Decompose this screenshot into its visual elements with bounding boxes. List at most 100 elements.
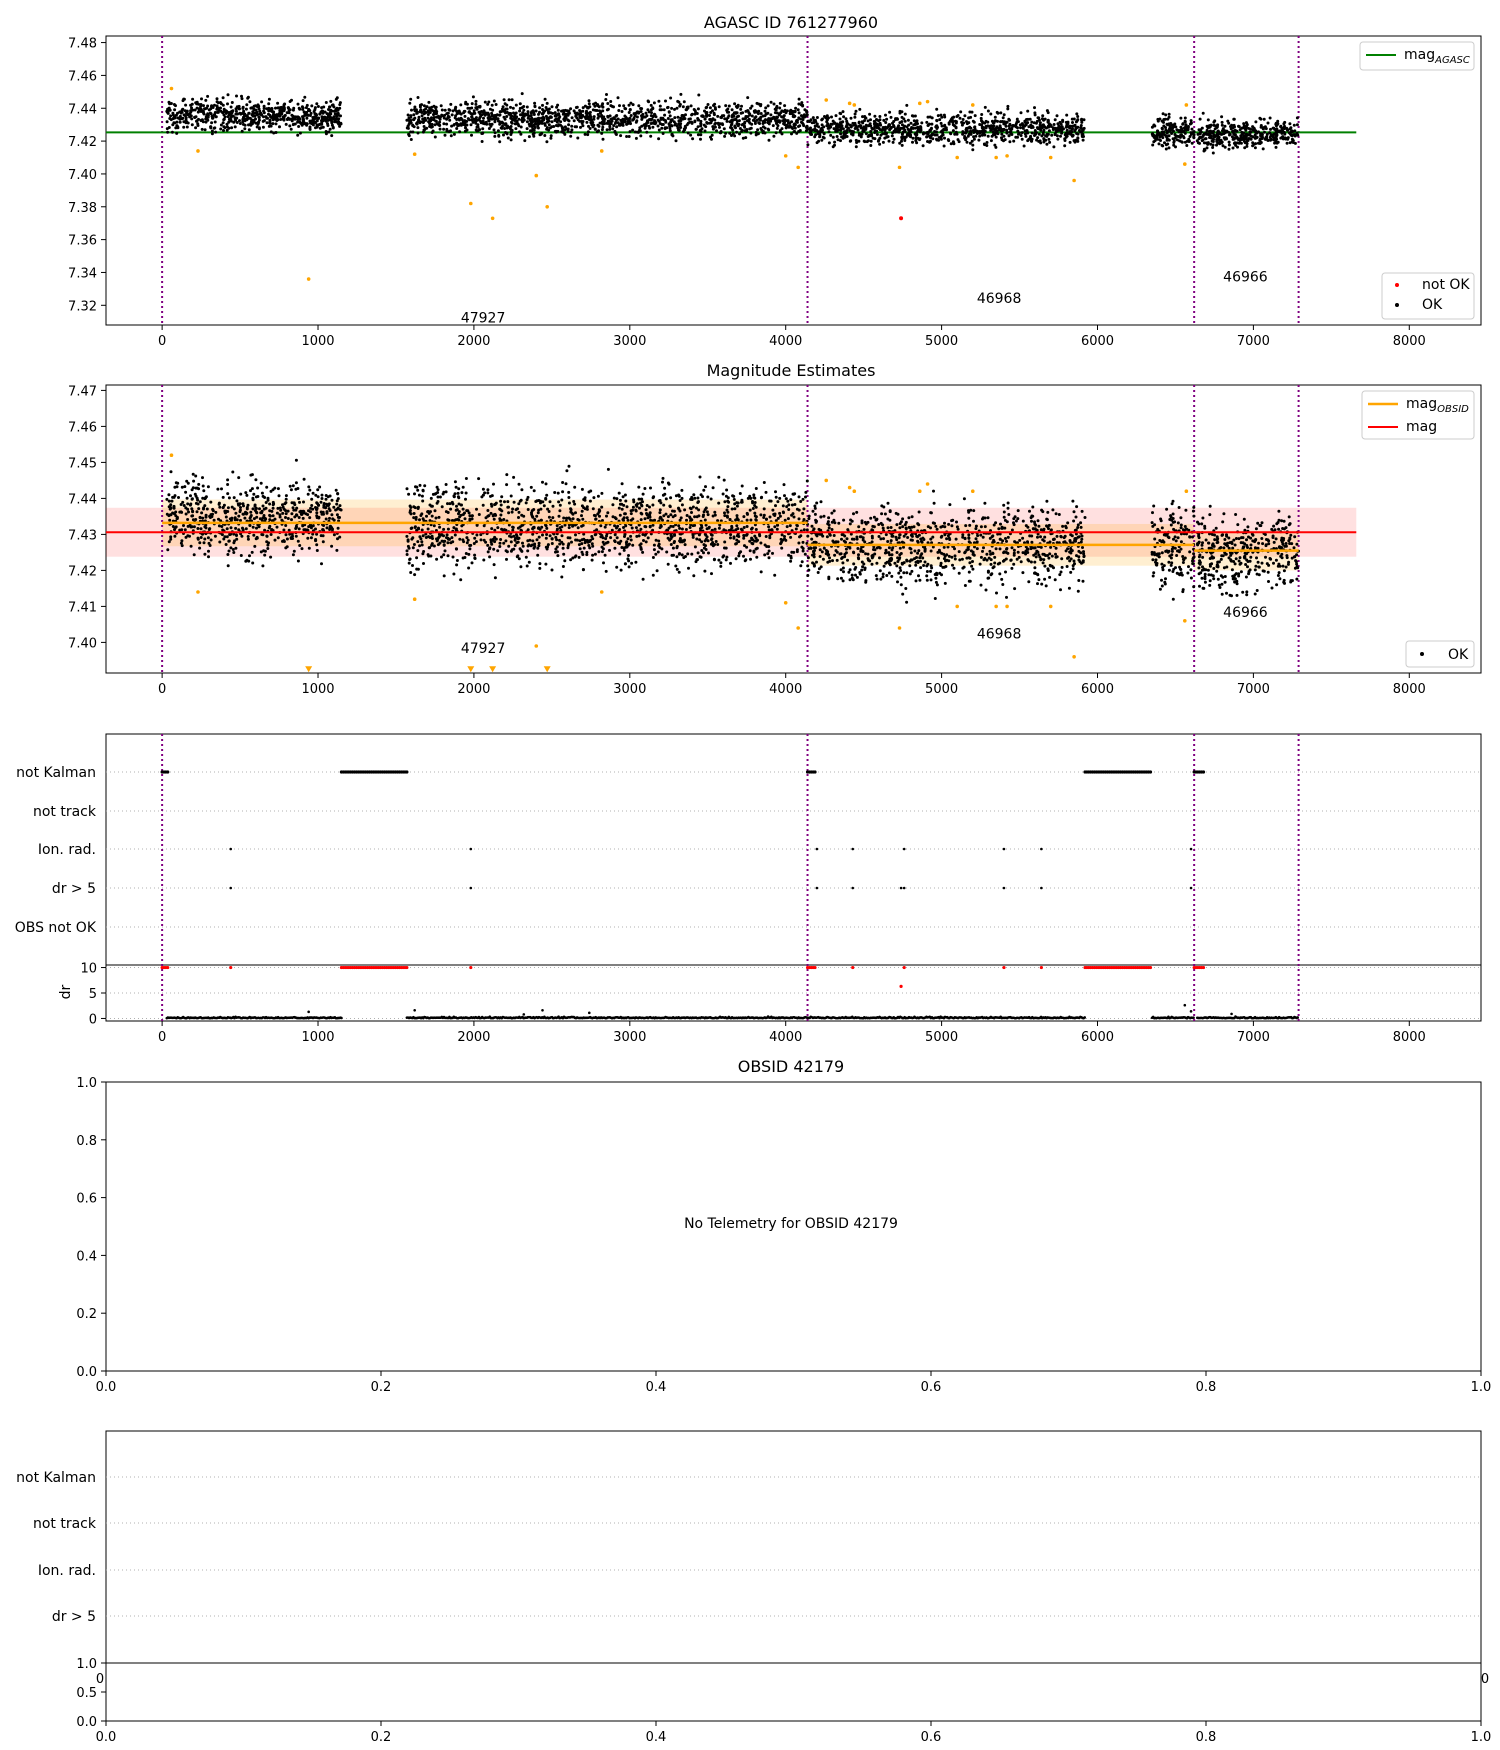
data-point	[585, 120, 589, 124]
data-point	[774, 490, 777, 494]
data-point	[769, 113, 773, 117]
data-point	[206, 485, 210, 489]
data-point	[742, 536, 746, 540]
data-point	[447, 130, 451, 134]
data-point	[747, 117, 751, 121]
data-point	[412, 543, 416, 546]
data-point	[319, 534, 323, 538]
data-point	[1165, 134, 1168, 138]
data-point	[1168, 129, 1172, 133]
data-point	[787, 125, 791, 129]
data-point	[508, 111, 511, 115]
data-point	[316, 502, 319, 506]
data-point	[450, 113, 454, 117]
data-point	[505, 107, 509, 111]
data-point	[647, 100, 651, 104]
data-point	[725, 119, 729, 123]
data-point	[533, 101, 537, 105]
data-point	[763, 120, 767, 124]
data-point	[432, 118, 436, 122]
data-point	[554, 117, 558, 121]
data-point	[255, 526, 258, 530]
data-point	[463, 114, 467, 118]
data-point	[581, 124, 585, 128]
data-point	[1158, 135, 1162, 139]
data-point	[328, 127, 332, 131]
data-point	[631, 103, 635, 107]
data-point	[657, 128, 661, 132]
data-point	[332, 109, 336, 113]
data-point	[544, 106, 548, 109]
data-point	[338, 106, 342, 110]
data-point	[191, 97, 195, 101]
data-point	[407, 134, 411, 138]
data-point	[188, 534, 191, 538]
data-point	[309, 111, 313, 115]
data-point	[1227, 140, 1231, 144]
data-point	[767, 128, 771, 132]
data-point	[900, 143, 904, 147]
data-point	[1216, 129, 1220, 133]
data-point	[869, 144, 873, 147]
data-point	[269, 124, 273, 128]
data-point	[531, 539, 535, 543]
data-point	[512, 111, 515, 115]
data-point	[1006, 104, 1010, 108]
data-point	[1254, 120, 1258, 124]
data-point	[597, 124, 601, 128]
data-point	[596, 116, 600, 120]
data-point	[291, 484, 295, 488]
data-point	[525, 105, 529, 109]
data-point	[446, 527, 450, 531]
data-point	[711, 486, 715, 490]
data-point	[822, 125, 826, 129]
data-point	[502, 133, 505, 137]
data-point	[237, 476, 241, 480]
data-point	[251, 525, 255, 529]
data-point	[1046, 118, 1050, 122]
data-point	[741, 136, 745, 140]
data-point	[665, 550, 669, 554]
data-point	[492, 116, 496, 119]
data-point	[301, 516, 305, 520]
data-point	[302, 500, 305, 504]
data-point	[409, 571, 413, 574]
data-point	[968, 110, 972, 114]
data-point	[1024, 134, 1028, 138]
data-point	[639, 107, 643, 110]
data-point	[809, 126, 812, 130]
data-point	[883, 136, 887, 140]
x-tick-label: 5000	[925, 334, 958, 349]
data-point	[494, 537, 498, 541]
data-point	[338, 124, 342, 128]
data-point	[603, 117, 607, 121]
data-point	[517, 510, 521, 514]
data-point	[1059, 134, 1062, 138]
data-point	[1079, 130, 1083, 134]
data-point	[325, 526, 329, 530]
data-point	[701, 114, 704, 118]
data-point	[422, 104, 426, 108]
data-point	[505, 473, 509, 477]
data-point	[216, 487, 220, 491]
data-point	[802, 507, 806, 511]
data-point	[898, 111, 902, 115]
data-point	[290, 119, 294, 123]
data-point	[666, 515, 670, 519]
data-point	[717, 501, 721, 505]
data-point	[824, 98, 829, 102]
data-point	[943, 136, 946, 140]
data-point	[332, 117, 336, 121]
data-point	[538, 562, 542, 566]
data-point	[510, 98, 514, 102]
data-point	[208, 544, 212, 547]
data-point	[1252, 126, 1256, 130]
data-point	[900, 135, 904, 139]
data-point	[627, 111, 631, 114]
data-point	[233, 117, 237, 121]
data-point	[258, 507, 261, 511]
data-point	[264, 115, 268, 119]
x-tick-label: 4000	[769, 334, 802, 349]
data-point	[457, 487, 461, 491]
data-point	[1033, 132, 1037, 136]
